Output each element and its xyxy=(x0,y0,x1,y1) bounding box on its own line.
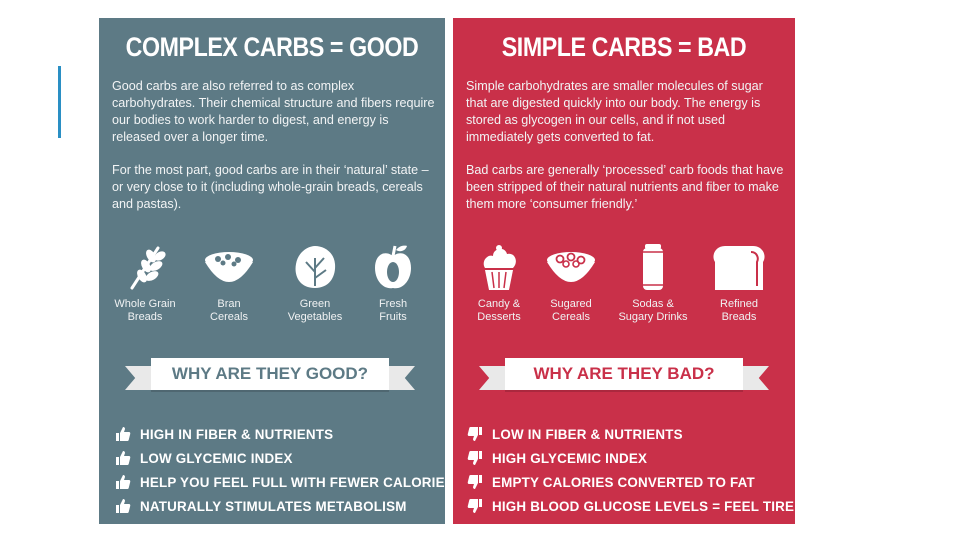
complex-carbs-panel: COMPLEX CARBS = GOOD Good carbs are also… xyxy=(99,18,454,524)
icon-item-green-vegetables: Green Vegetables xyxy=(277,242,353,324)
slide-accent-bar xyxy=(58,66,61,138)
icon-item-fresh-fruits: Fresh Fruits xyxy=(355,242,431,324)
list-item: HIGH BLOOD GLUCOSE LEVELS = FEEL TIRED xyxy=(467,494,804,518)
icon-item-sodas-drinks: Sodas & Sugary Drinks xyxy=(615,242,691,324)
simple-carbs-panel: SIMPLE CARBS = BAD Simple carbohydrates … xyxy=(453,18,804,524)
cereal-bowl-icon xyxy=(205,252,253,282)
list-item: EMPTY CALORIES CONVERTED TO FAT xyxy=(467,470,804,494)
icon-item-bran-cereals: Bran Cereals xyxy=(191,242,267,324)
drawbacks-list: LOW IN FIBER & NUTRIENTS HIGH GLYCEMIC I… xyxy=(467,422,804,518)
banner-text: WHY ARE THEY GOOD? xyxy=(151,358,389,390)
why-bad-banner: WHY ARE THEY BAD? xyxy=(479,358,769,394)
panel-title: SIMPLE CARBS = BAD xyxy=(501,32,747,62)
icon-label: Bran Cereals xyxy=(210,298,248,323)
bread-loaf-icon xyxy=(713,246,765,290)
list-item: HIGH GLYCEMIC INDEX xyxy=(467,446,804,470)
food-icon-row: Whole Grain Breads Bran Cereals Green Veget… xyxy=(99,242,445,332)
icon-item-whole-grain: Whole Grain Breads xyxy=(107,242,183,324)
thumbs-down-icon xyxy=(467,499,482,513)
paragraph: For the most part, good carbs are in the… xyxy=(112,163,429,211)
icon-label: Fresh Fruits xyxy=(378,298,408,323)
icon-label: Sugared Cereals xyxy=(550,298,592,323)
thumbs-up-icon xyxy=(116,427,131,441)
icon-item-refined-breads: Refined Breads xyxy=(701,242,777,324)
icon-label: Whole Grain Breads xyxy=(114,298,176,323)
paragraph: Good carbs are also referred to as compl… xyxy=(112,79,435,144)
sugared-cereal-icon xyxy=(547,252,595,282)
wheat-icon xyxy=(130,246,166,290)
food-icon-row: Candy & Desserts Sugared Cereals Sodas & Su… xyxy=(453,242,795,332)
apple-icon xyxy=(375,245,411,289)
lettuce-icon xyxy=(295,246,336,288)
thumbs-down-icon xyxy=(467,427,482,441)
paragraph: Bad carbs are generally ‘processed’ carb… xyxy=(466,163,784,211)
thumbs-up-icon xyxy=(116,451,131,465)
paragraph: Simple carbohydrates are smaller molecul… xyxy=(466,79,763,144)
panel-title: COMPLEX CARBS = GOOD xyxy=(125,32,419,62)
icon-label: Sodas & Sugary Drinks xyxy=(618,298,688,323)
thumbs-up-icon xyxy=(116,499,131,513)
thumbs-down-icon xyxy=(467,451,482,465)
list-item: NATURALLY STIMULATES METABOLISM xyxy=(115,494,454,518)
list-item: HIGH IN FIBER & NUTRIENTS xyxy=(115,422,454,446)
icon-label: Green Vegetables xyxy=(287,298,343,323)
list-item: LOW GLYCEMIC INDEX xyxy=(115,446,454,470)
cupcake-icon xyxy=(483,245,516,290)
icon-label: Refined Breads xyxy=(720,298,758,323)
list-item: LOW IN FIBER & NUTRIENTS xyxy=(467,422,804,446)
why-good-banner: WHY ARE THEY GOOD? xyxy=(125,358,415,394)
soda-can-icon xyxy=(643,244,663,290)
banner-text: WHY ARE THEY BAD? xyxy=(505,358,743,390)
list-item: HELP YOU FEEL FULL WITH FEWER CALORIES xyxy=(115,470,454,494)
icon-item-sugared-cereals: Sugared Cereals xyxy=(533,242,609,324)
benefits-list: HIGH IN FIBER & NUTRIENTS LOW GLYCEMIC I… xyxy=(115,422,454,518)
icon-item-candy-desserts: Candy & Desserts xyxy=(461,242,537,324)
thumbs-up-icon xyxy=(116,475,131,489)
thumbs-down-icon xyxy=(467,475,482,489)
icon-label: Candy & Desserts xyxy=(477,298,521,323)
